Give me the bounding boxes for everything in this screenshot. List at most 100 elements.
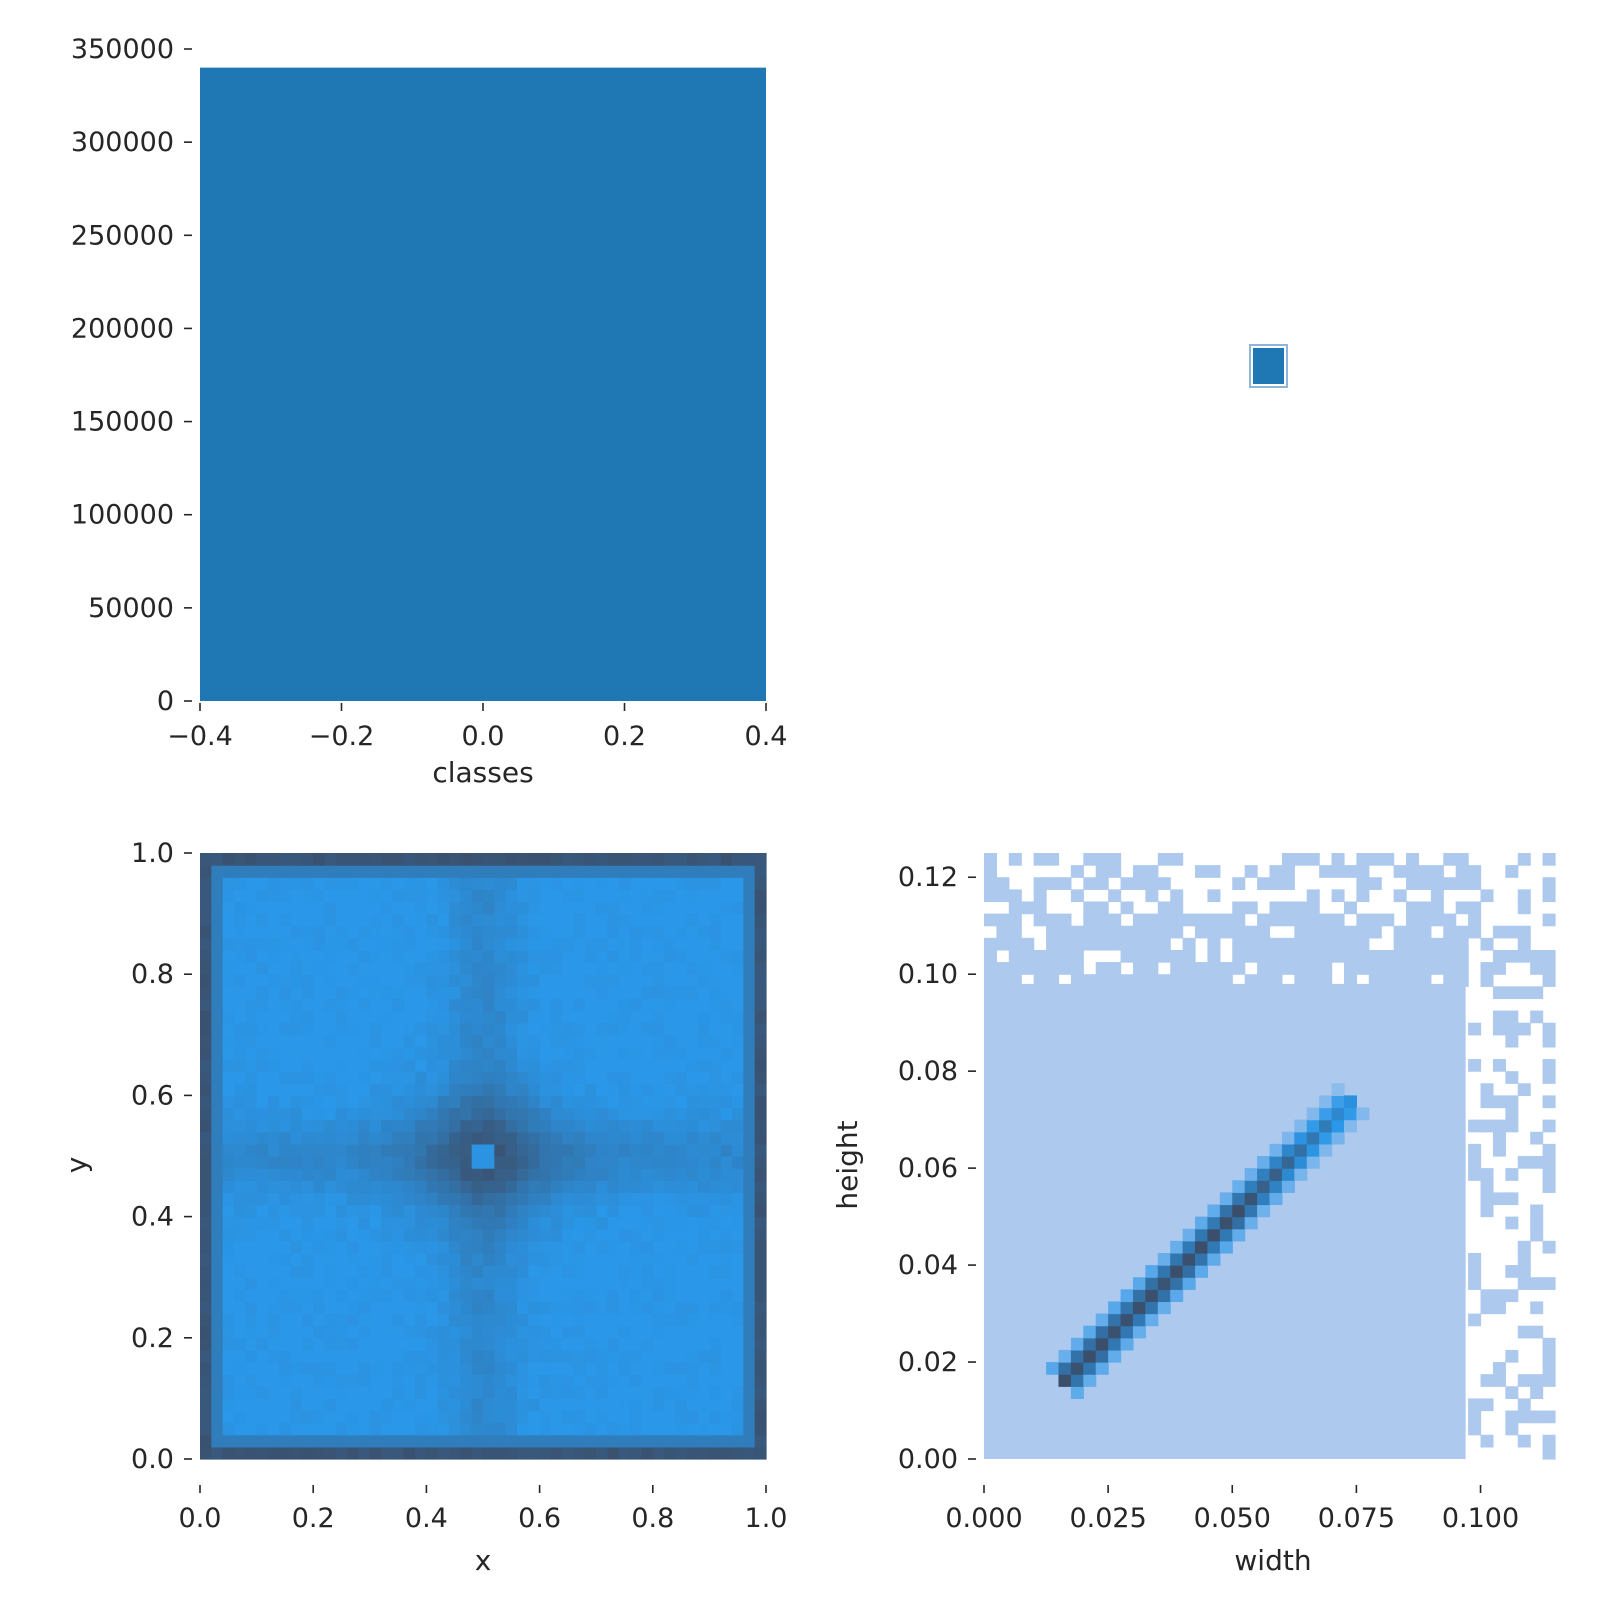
xy-heat-cell [562,1071,575,1084]
xy-heat-cell [324,1095,337,1109]
xy-heat-cell [709,877,722,890]
xy-heat-cell [313,1325,326,1339]
xy-heat-cell [698,1204,710,1218]
xy-heat-cell [539,1434,552,1448]
wh-heat-cell [1132,962,1146,975]
xy-heat-cell [686,1107,699,1121]
xy-heat-cell [630,1192,643,1206]
xy-heat-cell [324,1252,337,1266]
xy-heat-cell [358,889,371,903]
xy-heat-cell [732,1059,744,1072]
xy-heat-cell [267,1289,280,1303]
xy-heat-cell [381,1446,394,1460]
wh-heat-cell [1157,1277,1171,1290]
xy-heat-cell [426,1180,439,1193]
xy-heat-cell [211,1313,224,1327]
xy-heat-cell [471,865,484,878]
xy-heat-cell [279,913,292,927]
xy-heat-cell [709,1277,722,1290]
wh-heat-cell [1145,913,1159,927]
xy-heat-cell [483,1240,495,1254]
wh-heat-cell [1356,937,1370,951]
xy-heat-cell [426,986,439,1000]
xy-heat-cell [754,1410,767,1424]
xy-heat-cell [392,1434,405,1448]
xy-heat-cell [743,974,756,987]
xy-heat-cell [584,1240,597,1254]
xy-heat-cell [279,1095,292,1109]
xy-heat-cell [347,1301,360,1315]
xy-heat-cell [709,1180,722,1193]
xy-heat-cell [516,1398,529,1412]
xy-heat-cell [392,998,405,1012]
xy-heat-cell [426,1446,439,1460]
xy-heat-cell [607,1277,620,1290]
xy-heat-cell [686,1034,699,1048]
xy-heat-cell [324,974,337,987]
xy-heat-cell [449,1022,461,1036]
xy-heat-cell [279,1022,292,1036]
xy-heat-cell [392,1131,405,1145]
wh-heat-cell [1132,1313,1146,1327]
classes-histogram-panel: −0.4 −0.2 0.0 0.2 0.4 0500001000001500002000… [71,34,788,789]
xy-heat-cell [573,1374,586,1387]
xy-heat-cell [618,1059,631,1072]
xy-heat-cell [471,1034,484,1048]
wh-heat-cell [1542,1446,1556,1460]
classes-y-tick-label: 300000 [71,127,174,158]
xy-heat-cell [720,974,733,987]
xy-heat-cell [222,1410,235,1424]
xy-heat-cell [607,1156,620,1169]
wh-heat-cell [1343,974,1357,987]
xy-heat-cell [698,889,710,903]
wh-heat-cell [1145,1301,1159,1315]
xy-heat-cell [279,1168,292,1181]
xy-heat-cell [743,1022,756,1036]
xy-heat-cell [664,1143,677,1157]
wh-heat-cell [1319,913,1333,927]
xy-heat-cell [698,1059,710,1072]
xy-heat-cell [222,1022,235,1036]
xy-heat-cell [664,1010,677,1024]
xy-heat-cell [403,1168,416,1181]
xy-heat-cell [449,889,461,903]
xy-heat-cell [347,1095,360,1109]
xy-heat-cell [652,1325,665,1339]
wh-heat-cell [1492,1131,1506,1145]
wh-heat-cell [1207,925,1221,939]
xy-heat-cell [652,1168,665,1181]
xy-heat-cell [562,998,575,1012]
xy-heat-cell [720,1083,733,1096]
xy-heat-cell [415,937,427,951]
xy-heat-cell [562,901,575,915]
wh-heat-cell [1095,962,1109,975]
xy-heat-cell [449,1180,461,1193]
xy-heat-cell [233,1228,246,1242]
xy-heat-cell [313,925,326,939]
xy-heat-cell [641,1277,654,1290]
xy-heat-cell [460,913,473,927]
xy-heat-cell [426,1010,439,1024]
xy-heat-cell [392,1240,405,1254]
xy-heat-cell [686,865,699,878]
xy-heat-cell [415,889,427,903]
wh-heat-cell [1083,1325,1097,1339]
xy-heat-cell [494,865,507,878]
xy-heat-cell [528,1265,541,1278]
wh-heat-cell [1108,937,1122,951]
xy-heat-cell [335,1410,348,1424]
xy-heat-cell [630,1446,643,1460]
xy-heat-cell [426,1289,439,1303]
xy-heat-cell [630,1107,643,1121]
xy-heat-cell [743,1228,756,1242]
xy-heat-cell [290,1301,303,1315]
xy-heat-cell [528,901,541,915]
xy-heat-cell [381,877,394,890]
xy-heat-cell [347,1034,360,1048]
xy-heat-cell [618,913,631,927]
wh-heat-cell [1306,1156,1320,1169]
xy-heat-cell [573,925,586,939]
xy-heat-cell [630,1252,643,1266]
xy-heat-cell [460,1095,473,1109]
xy-heat-cell [641,1034,654,1048]
